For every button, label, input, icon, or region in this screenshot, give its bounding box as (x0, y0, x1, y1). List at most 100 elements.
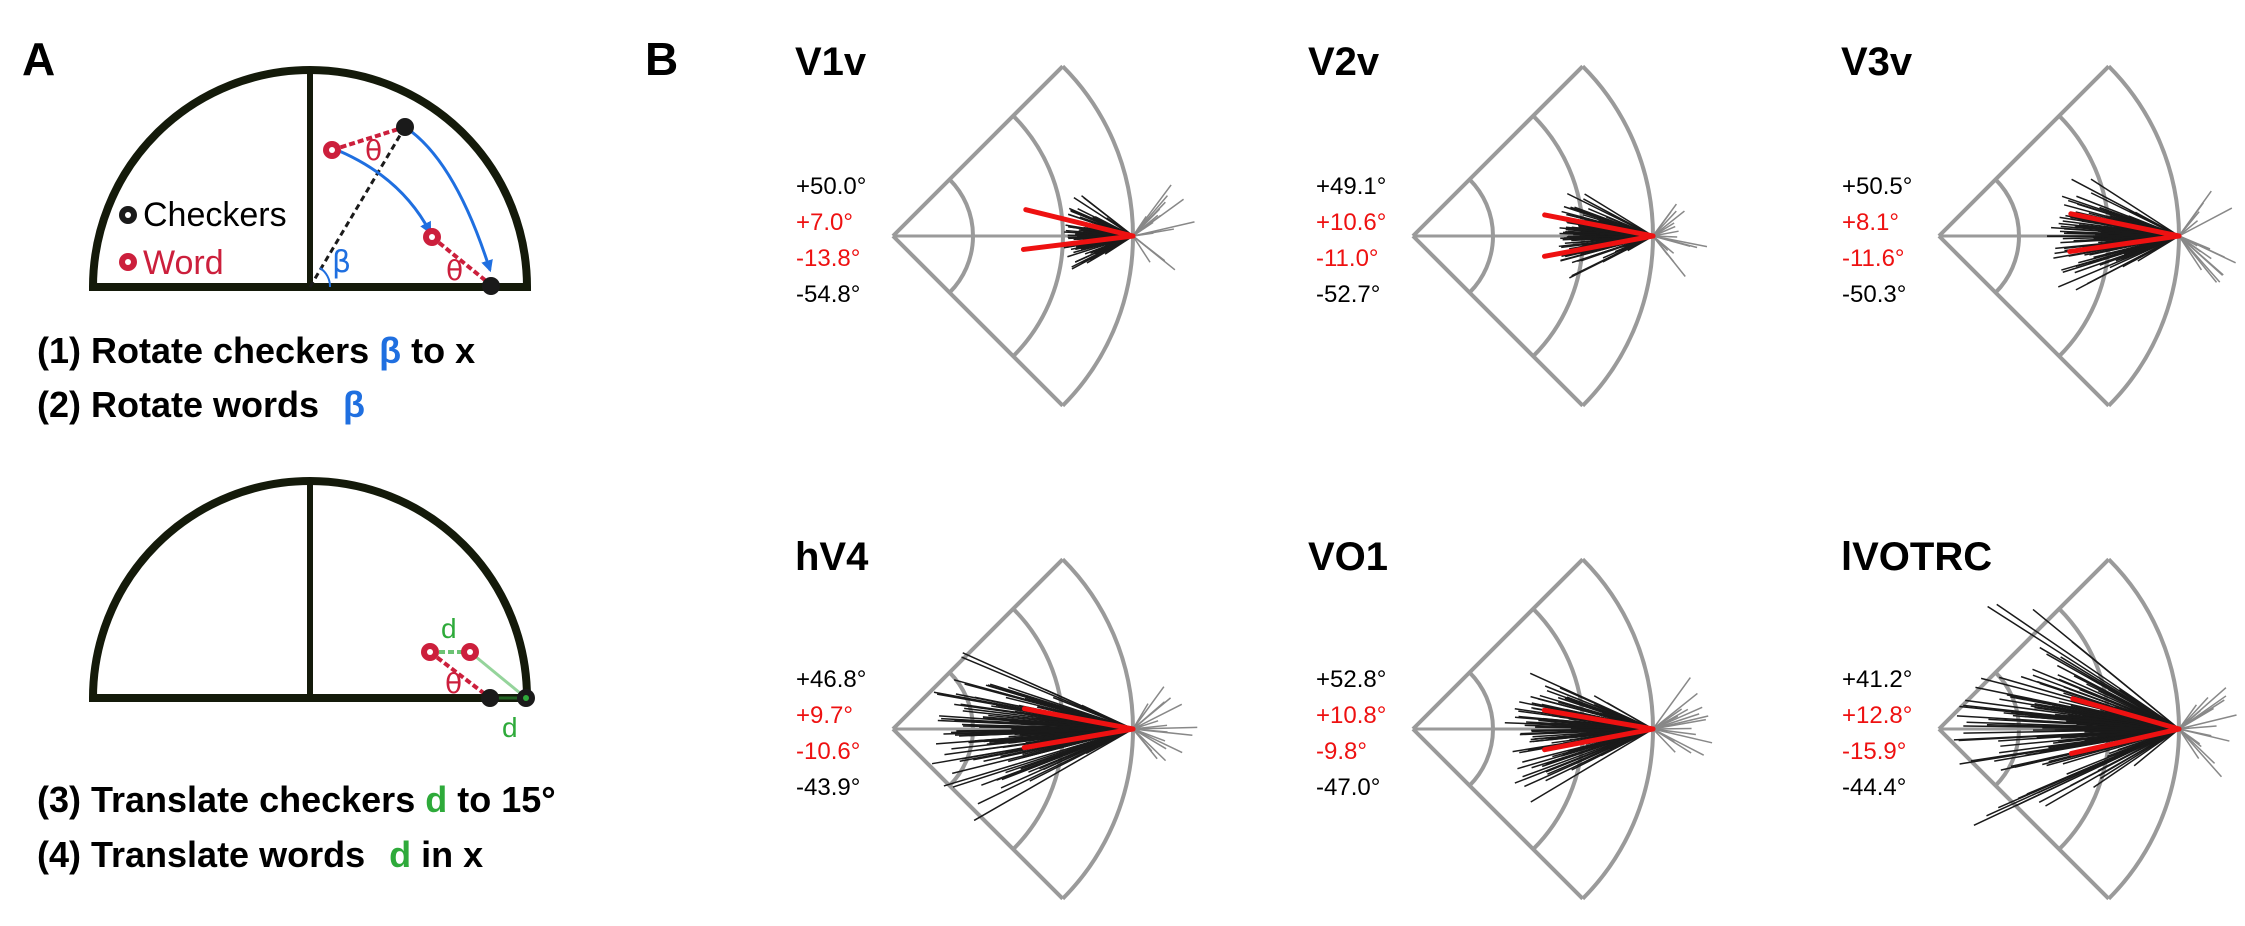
lower-bound-label: -54.8° (796, 281, 860, 308)
mean-vector-lower (1542, 212, 1656, 239)
grid-arc (948, 178, 975, 294)
lower-bound-label: -44.4° (1842, 774, 1906, 801)
outlier-vector (1652, 230, 1679, 237)
vector (1584, 193, 1654, 237)
checkers-point-rotated (482, 277, 500, 295)
outlier-vector (1132, 235, 1176, 271)
upper-bound-label: +46.8° (796, 666, 866, 693)
outlier-vector (2178, 707, 2214, 730)
mean-lower-label: -9.8° (1316, 738, 1367, 765)
outlier-vector (1132, 724, 1168, 730)
mean-vector-lower (1021, 706, 1136, 732)
step-3: (3) Translate checkers d to 15° (37, 779, 556, 820)
beta-arc (319, 267, 332, 288)
mean-vector-upper (1542, 726, 1656, 753)
vector (2032, 608, 2180, 730)
outlier-vector (2178, 235, 2211, 250)
d-label-top: d (441, 613, 457, 644)
outlier-vector (1132, 184, 1172, 237)
outlier-vector (2178, 714, 2237, 730)
mean-vector-upper (2067, 233, 2182, 255)
grid-arc (948, 671, 975, 787)
grid-arc (1994, 178, 2021, 294)
upper-bound-label: +50.5° (1842, 173, 1912, 200)
panel-a: A β θ θ Check (22, 33, 556, 875)
fan-plot: V2v +49.1° +10.6° -11.0° -52.7° (1308, 40, 1708, 408)
checkers-point-a (481, 689, 499, 707)
upper-bound-label: +49.1° (1316, 173, 1386, 200)
vector (2060, 656, 2180, 730)
upper-bound-label: +50.0° (796, 173, 866, 200)
grid-ray (1411, 727, 1585, 901)
vector (2137, 235, 2180, 262)
pRF-vectors (1953, 603, 2180, 827)
step-1: (1) Rotate checkers β to x (37, 330, 475, 371)
vector (1566, 192, 1654, 237)
outlier-vector (1132, 686, 1165, 730)
fan-plot: lVOTRC +41.2° +12.8° -15.9° -44.4° (1841, 535, 2237, 901)
vector (2086, 235, 2180, 285)
outlier-vector (1132, 232, 1154, 237)
grid-ray (1937, 727, 2111, 901)
grid-ray (1411, 557, 1585, 731)
outlier-vector (1652, 728, 1713, 744)
outlier-vector (1652, 728, 1696, 736)
rotation-arrow-word (331, 146, 432, 235)
grid-ray (1937, 64, 2111, 238)
theta-label-top: θ (365, 134, 382, 167)
mean-vector-upper (1020, 233, 1136, 252)
outlier-vector (1652, 677, 1691, 730)
outlier-vector (2178, 728, 2200, 759)
d-label-bottom: d (502, 712, 518, 743)
vector (962, 652, 1134, 730)
outlier-vectors (1132, 686, 1198, 762)
grid-arc (1468, 671, 1495, 787)
outlier-vector (2178, 728, 2230, 742)
fan-plot: V3v +50.5° +8.1° -11.6° -50.3° (1841, 40, 2236, 408)
vector (1987, 605, 2180, 730)
mean-lower-label: -11.0° (1316, 245, 1379, 272)
outlier-vectors (1652, 203, 1708, 277)
outlier-vector (2178, 235, 2224, 276)
outlier-vector (1652, 728, 1705, 756)
outlier-vectors (2178, 190, 2236, 283)
vector (973, 728, 1134, 822)
outlier-vector (1652, 235, 1675, 263)
outlier-vector (2178, 202, 2204, 237)
vector (1001, 728, 1134, 781)
outlier-vector (2178, 710, 2201, 730)
panel-a-letter: A (22, 33, 55, 85)
fan-plot: V1v +50.0° +7.0° -13.8° -54.8° (795, 40, 1195, 408)
beta-symbol: β (332, 245, 351, 280)
vector (943, 728, 1134, 735)
mean-vector-lower (1541, 707, 1656, 732)
outlier-vector (1132, 726, 1198, 730)
checkers-point-original (396, 118, 414, 136)
grid-ray (891, 557, 1065, 731)
mean-vector-upper (1021, 726, 1136, 751)
vector (1529, 672, 1654, 730)
outlier-vector (1132, 728, 1167, 762)
vector (1544, 685, 1654, 730)
fan-plot: VO1 +52.8° +10.8° -9.8° -47.0° (1308, 535, 1713, 901)
upper-bound-label: +52.8° (1316, 666, 1386, 693)
mean-upper-label: +7.0° (796, 209, 853, 236)
outlier-vector (1132, 235, 1151, 263)
outlier-vector (1652, 706, 1703, 730)
vector (2133, 728, 2180, 767)
outlier-vectors (2178, 687, 2237, 778)
panel-b: B V1v +50.0° +7.0° -13.8° -54.8° V2v +49.1° +10… (645, 33, 2237, 901)
outlier-vector (2178, 697, 2209, 730)
vector (2093, 728, 2180, 789)
fan-title: V3v (1841, 40, 1913, 84)
outlier-vectors (1132, 184, 1195, 271)
outlier-vector (1132, 728, 1193, 737)
mean-upper-label: +9.7° (796, 702, 853, 729)
outlier-vector (1652, 225, 1676, 237)
outlier-vector (1132, 221, 1154, 237)
theta-label-bottom: θ (446, 254, 463, 287)
upper-bound-label: +41.2° (1842, 666, 1912, 693)
outlier-vector (2178, 220, 2199, 237)
grid-ray (891, 234, 1065, 408)
vector (1005, 728, 1134, 774)
